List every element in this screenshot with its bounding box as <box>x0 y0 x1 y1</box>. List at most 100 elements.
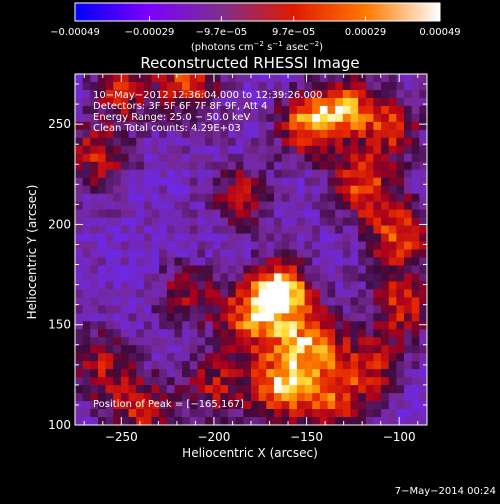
heatmap-cell <box>312 81 321 91</box>
heatmap-cell <box>266 321 275 330</box>
heatmap-cell <box>97 81 107 91</box>
heatmap-cell <box>75 377 84 386</box>
heatmap-cell <box>228 281 237 290</box>
heatmap-cell <box>128 401 137 410</box>
heatmap-cell <box>373 409 382 418</box>
heatmap-cell <box>365 361 374 370</box>
heatmap-cell <box>335 105 344 115</box>
heatmap-cell <box>312 74 321 83</box>
heatmap-cell <box>296 193 305 203</box>
heatmap-cell <box>243 313 252 322</box>
heatmap-cell <box>251 289 260 298</box>
heatmap-cell <box>419 377 428 386</box>
heatmap-cell <box>128 74 137 83</box>
heatmap-cell <box>113 265 122 274</box>
heatmap-cell <box>97 137 107 147</box>
heatmap-cell <box>136 217 145 226</box>
heatmap-cell <box>113 209 122 218</box>
heatmap-cell <box>97 74 107 83</box>
heatmap-cell <box>281 409 290 418</box>
heatmap-cell <box>212 129 221 139</box>
heatmap-cell <box>97 201 107 211</box>
heatmap-cell <box>243 129 252 139</box>
heatmap-cell <box>258 113 267 123</box>
heatmap-cell <box>281 273 290 282</box>
heatmap-cell <box>373 393 382 402</box>
heatmap-cell <box>273 217 283 226</box>
heatmap-cell <box>151 417 160 426</box>
heatmap-cell <box>388 273 397 282</box>
heatmap-cell <box>312 273 321 282</box>
heatmap-cell <box>358 313 367 322</box>
heatmap-cell <box>120 377 129 386</box>
heatmap-cell <box>396 129 405 139</box>
heatmap-cell <box>388 345 397 354</box>
heatmap-cell <box>75 153 84 163</box>
heatmap-cell <box>273 321 283 330</box>
heatmap-cell <box>258 153 267 163</box>
heatmap-cell <box>258 177 267 187</box>
heatmap-cell <box>151 209 160 218</box>
heatmap-cell <box>136 161 145 171</box>
heatmap-cell <box>266 393 275 402</box>
heatmap-cell <box>159 409 168 418</box>
heatmap-cell <box>197 193 206 203</box>
heatmap-cell <box>235 201 244 211</box>
heatmap-cell <box>251 305 260 314</box>
heatmap-cell <box>304 161 313 171</box>
heatmap-cell <box>143 217 152 226</box>
heatmap-cell <box>90 329 99 338</box>
heatmap-cell <box>373 273 382 282</box>
heatmap-cell <box>174 169 183 179</box>
heatmap-cell <box>97 225 107 234</box>
heatmap-cell <box>143 337 152 346</box>
heatmap-cell <box>312 377 321 386</box>
heatmap-cell <box>166 393 175 402</box>
heatmap-cell <box>166 169 175 179</box>
heatmap-cell <box>128 281 137 290</box>
heatmap-cell <box>212 361 221 370</box>
heatmap-cell <box>82 137 91 147</box>
heatmap-cell <box>113 321 122 330</box>
heatmap-cell <box>197 337 206 346</box>
heatmap-cell <box>151 385 160 394</box>
heatmap-cell <box>396 345 405 354</box>
heatmap-cell <box>266 177 275 187</box>
heatmap-cell <box>159 313 168 322</box>
heatmap-cell <box>312 417 321 426</box>
heatmap-cell <box>342 401 351 410</box>
heatmap-cell <box>220 409 229 418</box>
heatmap-cell <box>319 417 328 426</box>
heatmap-cell <box>182 217 191 226</box>
heatmap-cell <box>120 257 129 266</box>
heatmap-cell <box>189 289 198 298</box>
heatmap-cell <box>243 289 252 298</box>
heatmap-cell <box>243 105 252 115</box>
heatmap-cell <box>381 353 390 362</box>
heatmap-cell <box>411 313 420 322</box>
heatmap-cell <box>289 241 298 250</box>
heatmap-cell <box>273 337 283 346</box>
heatmap-cell <box>143 177 152 187</box>
heatmap-cell <box>373 281 382 290</box>
heatmap-cell <box>128 81 137 91</box>
heatmap-cell <box>228 393 237 402</box>
heatmap-cell <box>373 153 382 163</box>
heatmap-cell <box>342 169 351 179</box>
heatmap-cell <box>151 233 160 242</box>
heatmap-cell <box>189 377 198 386</box>
heatmap-cell <box>388 401 397 410</box>
heatmap-cell <box>251 409 260 418</box>
heatmap-cell <box>396 233 405 242</box>
heatmap-cell <box>342 161 351 171</box>
heatmap-cell <box>296 393 305 402</box>
heatmap-cell <box>404 81 413 91</box>
heatmap-cell <box>136 353 145 362</box>
heatmap-cell <box>159 121 168 131</box>
heatmap-cell <box>419 393 428 402</box>
heatmap-cell <box>235 305 244 314</box>
heatmap-cell <box>189 385 198 394</box>
heatmap-cell <box>312 201 321 211</box>
heatmap-cell <box>365 105 374 115</box>
heatmap-cell <box>105 185 114 195</box>
